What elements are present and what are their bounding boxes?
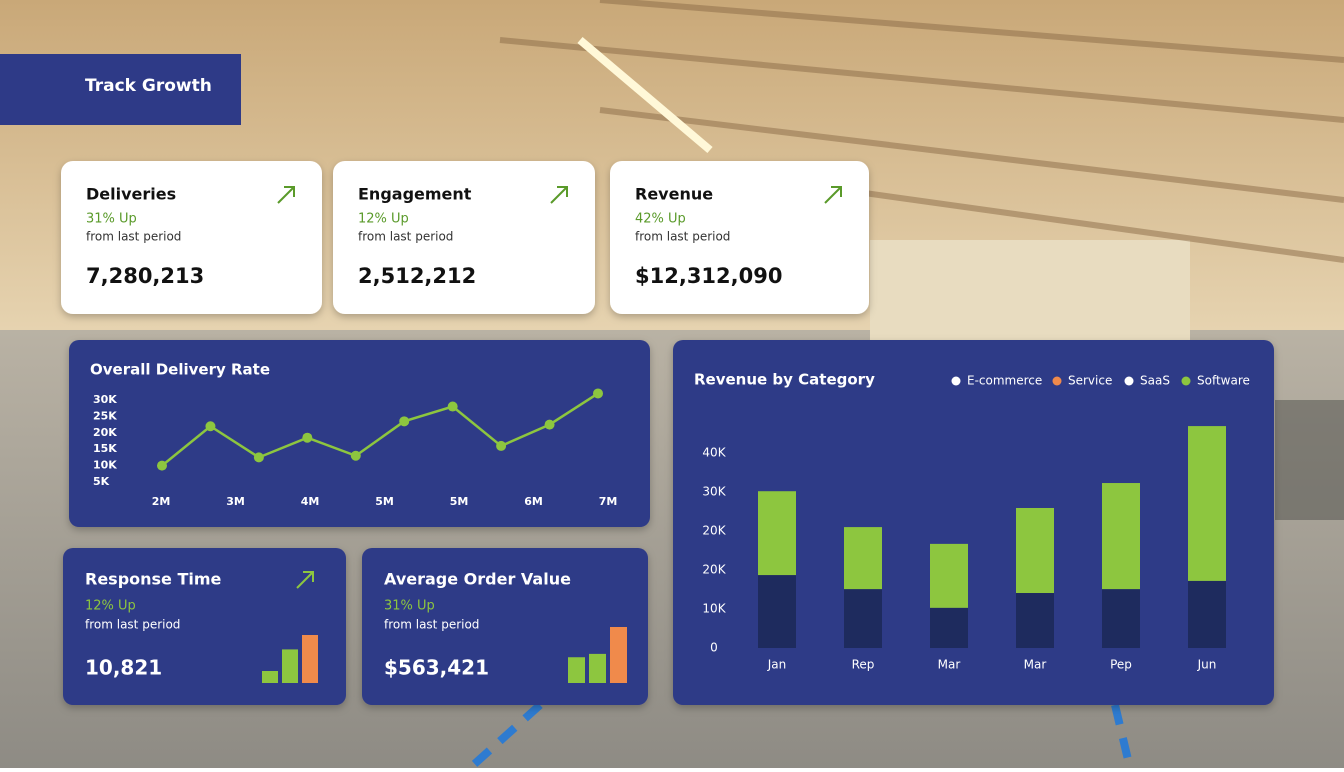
y-tick-label: 20K xyxy=(702,563,726,577)
chart-title: Revenue by Category xyxy=(694,371,875,389)
bar-segment xyxy=(1188,426,1226,581)
kpi-card xyxy=(61,161,322,314)
metric-change: 12% Up xyxy=(85,599,136,614)
header-title: Track Growth xyxy=(85,76,212,96)
legend-label: Service xyxy=(1068,374,1112,388)
legend-label: Software xyxy=(1197,374,1250,388)
y-tick-label: 0 xyxy=(710,641,718,655)
bar-segment xyxy=(758,575,796,648)
bar-segment xyxy=(1188,580,1226,648)
mini-bar xyxy=(568,657,585,683)
legend-dot xyxy=(1124,376,1134,386)
x-tick-label: Jun xyxy=(1197,658,1217,672)
x-tick-label: Mar xyxy=(938,658,961,672)
y-tick-label: 5K xyxy=(93,475,110,488)
kpi-value: 2,512,212 xyxy=(358,264,476,288)
trend-arrow-icon xyxy=(550,186,568,204)
kpi-change: 42% Up xyxy=(635,212,686,227)
line-point xyxy=(544,419,555,430)
trend-arrow-icon xyxy=(296,571,314,589)
x-tick-label: 7M xyxy=(599,495,618,508)
mini-bar xyxy=(262,671,278,683)
legend-dot xyxy=(1181,376,1191,386)
x-tick-label: 6M xyxy=(524,495,543,508)
y-tick-label: 40K xyxy=(702,446,726,460)
kpi-note: from last period xyxy=(635,230,730,244)
kpi-title: Engagement xyxy=(358,185,472,204)
bar-segment xyxy=(1016,593,1054,648)
metric-note: from last period xyxy=(384,618,479,632)
line-point xyxy=(496,440,507,451)
mini-bar xyxy=(302,635,318,683)
kpi-note: from last period xyxy=(358,230,453,244)
y-tick-label: 10K xyxy=(702,602,726,616)
bar-segment xyxy=(844,527,882,590)
kpi-change: 31% Up xyxy=(86,212,137,227)
mini-bar xyxy=(610,627,627,683)
line-point xyxy=(205,421,216,432)
line-point xyxy=(399,416,410,427)
line-point xyxy=(157,460,167,471)
metric-title: Response Time xyxy=(85,570,222,589)
kpi-change: 12% Up xyxy=(358,212,409,227)
chart-title: Overall Delivery Rate xyxy=(90,361,270,379)
bar-segment xyxy=(1016,507,1054,594)
x-tick-label: Pep xyxy=(1110,658,1132,672)
trend-arrow-icon xyxy=(824,186,842,204)
legend-dot xyxy=(951,376,961,386)
bar-segment xyxy=(758,491,796,576)
x-tick-label: 5M xyxy=(375,495,394,508)
line-point xyxy=(350,450,361,461)
line-point xyxy=(302,432,313,443)
y-tick-label: 20K xyxy=(93,426,117,439)
metric-change: 31% Up xyxy=(384,599,435,614)
legend-dot xyxy=(1052,376,1062,386)
kpi-card xyxy=(333,161,595,314)
x-tick-label: 3M xyxy=(226,495,245,508)
bar-segment xyxy=(844,589,882,648)
trend-arrow-icon xyxy=(277,186,295,204)
line-chart-card xyxy=(69,340,650,527)
kpi-note: from last period xyxy=(86,230,181,244)
line-point xyxy=(593,388,603,399)
kpi-card xyxy=(610,161,869,314)
bar-segment xyxy=(1102,589,1140,648)
mini-bar xyxy=(282,649,298,683)
mini-bar xyxy=(589,653,606,683)
header-banner xyxy=(0,54,241,125)
x-tick-label: 5M xyxy=(450,495,469,508)
metric-card xyxy=(63,548,346,705)
metric-value: 10,821 xyxy=(85,656,162,680)
kpi-title: Deliveries xyxy=(86,185,176,204)
kpi-title: Revenue xyxy=(635,185,713,204)
bar-segment xyxy=(1102,483,1140,590)
y-tick-label: 10K xyxy=(93,459,117,472)
x-tick-label: 4M xyxy=(301,495,320,508)
line-series xyxy=(161,392,599,467)
x-tick-label: Rep xyxy=(852,658,875,672)
y-tick-label: 20K xyxy=(702,524,726,538)
metric-title: Average Order Value xyxy=(384,570,571,589)
y-tick-label: 25K xyxy=(93,409,117,422)
x-tick-label: Jan xyxy=(767,658,787,672)
metric-note: from last period xyxy=(85,618,180,632)
x-tick-label: 2M xyxy=(152,495,171,508)
bar-segment xyxy=(930,543,968,608)
x-tick-label: Mar xyxy=(1024,658,1047,672)
kpi-value: 7,280,213 xyxy=(86,264,204,288)
legend-label: E-commerce xyxy=(967,374,1042,388)
metric-value: $563,421 xyxy=(384,656,489,680)
y-tick-label: 30K xyxy=(93,393,117,406)
y-tick-label: 30K xyxy=(702,485,726,499)
line-point xyxy=(253,452,264,463)
line-point xyxy=(447,401,458,412)
bar-segment xyxy=(930,607,968,648)
legend-label: SaaS xyxy=(1140,374,1170,388)
y-tick-label: 15K xyxy=(93,442,117,455)
kpi-value: $12,312,090 xyxy=(635,264,782,288)
